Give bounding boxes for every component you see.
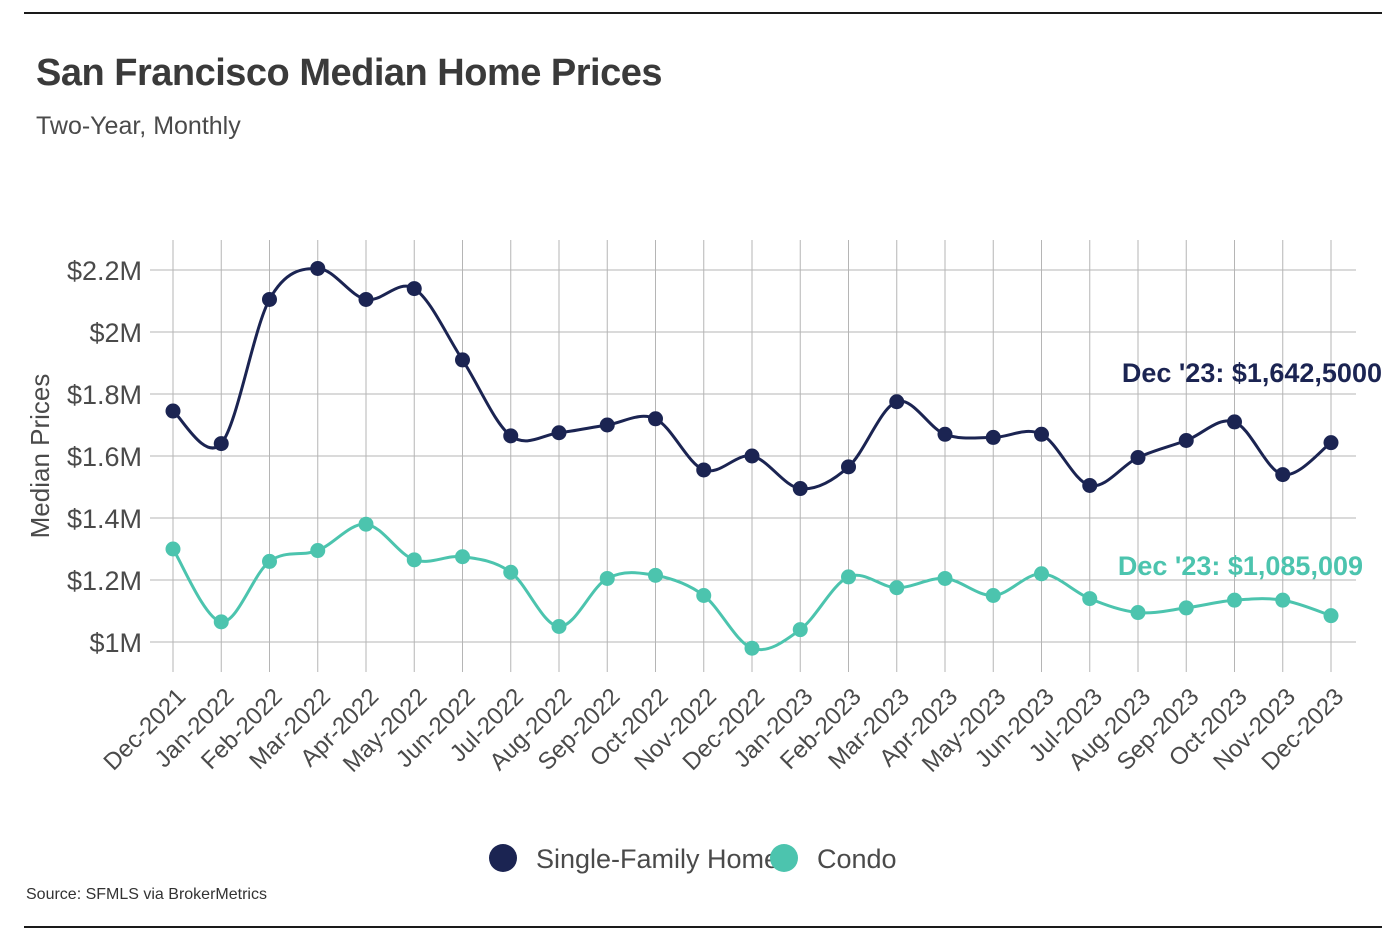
- legend-label-condo: Condo: [817, 844, 897, 874]
- y-axis-ticks: $1M $1.2M $1.4M $1.6M $1.8M $2M $2.2M: [67, 256, 142, 658]
- condo-point: [985, 588, 1001, 603]
- sfh-point: [937, 426, 953, 442]
- condo-point: [406, 552, 422, 568]
- y-tick-label: $1.6M: [67, 442, 142, 472]
- condo-point: [648, 567, 663, 583]
- sfh-point: [406, 281, 422, 297]
- sfh-point: [503, 428, 519, 444]
- condo-annotation: Dec '23: $1,085,009: [1118, 551, 1363, 581]
- sfh-point: [1227, 414, 1242, 430]
- y-tick-label: $2.2M: [67, 256, 142, 286]
- sfh-point: [1323, 435, 1339, 451]
- sfh-point: [889, 394, 905, 410]
- legend-marker-sfh: [489, 844, 517, 872]
- y-tick-label: $1M: [89, 628, 142, 658]
- sfh-point: [1082, 477, 1098, 493]
- y-tick-label: $1.4M: [67, 504, 142, 534]
- sfh-point: [696, 462, 712, 478]
- sfh-point: [985, 429, 1001, 445]
- condo-point: [1130, 605, 1146, 621]
- sfh-point: [551, 425, 567, 441]
- sfh-point: [792, 481, 808, 497]
- bottom-rule: [24, 926, 1382, 928]
- condo-point: [213, 614, 229, 630]
- condo-point: [1178, 600, 1194, 616]
- y-tick-label: $1.2M: [67, 566, 142, 596]
- series-condo: [165, 516, 1339, 656]
- x-axis-ticks: Dec-2021Jan-2022Feb-2022Mar-2022Apr-2022…: [99, 683, 1350, 778]
- condo-point: [1227, 592, 1242, 608]
- condo-point: [165, 541, 181, 557]
- legend-marker-condo: [770, 844, 798, 872]
- condo-point: [1034, 566, 1049, 582]
- source-note: Source: SFMLS via BrokerMetrics: [26, 886, 267, 903]
- sfh-point: [310, 260, 326, 276]
- y-tick-label: $2M: [89, 318, 142, 348]
- sfh-point: [1034, 426, 1049, 442]
- sfh-point: [841, 459, 856, 475]
- condo-point: [696, 588, 712, 603]
- sfh-point: [1130, 450, 1146, 466]
- sfh-point: [1275, 467, 1291, 483]
- sfh-point: [648, 411, 663, 427]
- sfh-point: [213, 436, 229, 452]
- sfh-point: [262, 291, 277, 307]
- sfh-point: [1178, 433, 1194, 448]
- legend: Single-Family Home Condo: [489, 844, 897, 874]
- sfh-point: [599, 417, 615, 433]
- legend-label-sfh: Single-Family Home: [536, 844, 779, 874]
- y-tick-label: $1.8M: [67, 380, 142, 410]
- condo-point: [1082, 591, 1098, 607]
- condo-point: [503, 564, 519, 580]
- condo-point: [937, 570, 953, 586]
- grid: [150, 240, 1356, 672]
- y-axis-label: Median Prices: [25, 374, 55, 539]
- condo-point: [455, 549, 470, 565]
- condo-point: [1323, 608, 1339, 624]
- condo-point: [792, 622, 808, 638]
- condo-point: [889, 580, 905, 596]
- sfh-point: [455, 352, 470, 368]
- condo-point: [744, 640, 760, 656]
- top-rule: [24, 12, 1382, 14]
- chart-subtitle: Two-Year, Monthly: [36, 112, 241, 140]
- sfh-annotation: Dec '23: $1,642,5000: [1122, 358, 1382, 388]
- condo-point: [262, 553, 277, 569]
- condo-point: [551, 619, 567, 634]
- condo-point: [841, 569, 856, 585]
- sfh-point: [165, 403, 181, 419]
- sfh-point: [358, 291, 374, 307]
- condo-point: [358, 516, 374, 532]
- series-sfh: [165, 260, 1339, 497]
- sfh-point: [744, 448, 760, 464]
- series: [165, 260, 1339, 656]
- condo-point: [310, 543, 326, 559]
- condo-point: [1275, 592, 1291, 608]
- condo-point: [599, 570, 615, 586]
- chart-title: San Francisco Median Home Prices: [36, 52, 663, 94]
